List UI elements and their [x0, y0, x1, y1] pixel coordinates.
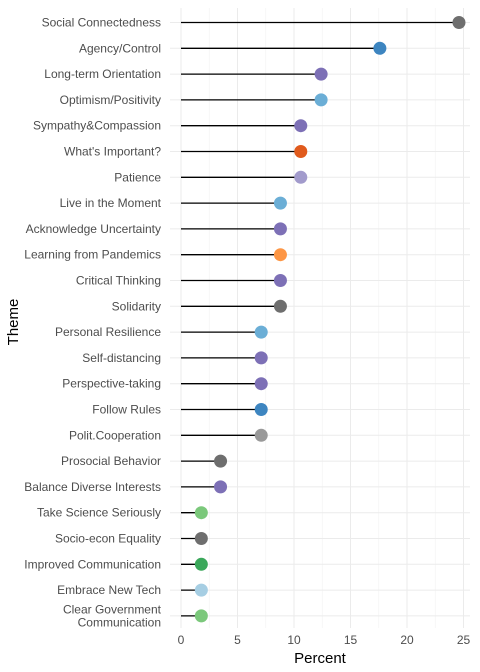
point-long-term-orientation: [314, 67, 328, 81]
point-socio-econ-equality: [194, 532, 208, 545]
y-tick-label-patience: Patience: [114, 170, 161, 184]
x-tick-label: 20: [400, 633, 414, 647]
x-tick-labels: 0 5 10 15 20 25: [178, 633, 471, 647]
y-tick-label-self-distancing: Self-distancing: [82, 351, 161, 365]
point-solidarity: [273, 299, 287, 313]
y-tick-label-embrace-new-tech: Embrace New Tech: [57, 583, 161, 597]
point-learning-from-pandemics: [273, 248, 287, 262]
y-tick-label-perspective-taking: Perspective-taking: [62, 377, 161, 391]
point-acknowledge-uncertainty: [273, 222, 287, 236]
x-axis-title: Percent: [294, 650, 347, 667]
y-tick-label-sympathy-compassion: Sympathy&Compassion: [33, 119, 161, 133]
y-tick-label-long-term-orientation: Long-term Orientation: [44, 67, 161, 81]
y-tick-label-line: Clear Government: [63, 602, 162, 616]
x-tick-label: 5: [234, 633, 241, 647]
y-tick-label-personal-resilience: Personal Resilience: [55, 325, 161, 339]
y-tick-label-take-science-seriously: Take Science Seriously: [37, 506, 161, 520]
point-optimism-positivity: [314, 93, 328, 107]
point-balance-diverse-interests: [214, 480, 228, 494]
y-tick-label-socio-econ-equality: Socio-econ Equality: [55, 532, 161, 546]
point-critical-thinking: [273, 274, 287, 287]
y-tick-label-critical-thinking: Critical Thinking: [76, 274, 161, 288]
y-axis-title: Theme: [5, 299, 22, 346]
point-personal-resilience: [254, 325, 268, 339]
x-tick-label: 25: [457, 633, 471, 647]
point-polit-cooperation: [254, 428, 268, 442]
y-tick-label-polit-cooperation: Polit.Cooperation: [69, 428, 161, 442]
y-tick-label-balance-diverse-interests: Balance Diverse Interests: [24, 480, 161, 494]
y-tick-label-live-in-the-moment: Live in the Moment: [60, 196, 162, 210]
point-sympathy-compassion: [294, 119, 308, 133]
y-tick-label-clear-government-communication: Clear Government Communication: [63, 602, 162, 629]
point-prosocial-behavior: [214, 454, 228, 468]
y-tick-label-optimism-positivity: Optimism/Positivity: [60, 93, 161, 107]
point-follow-rules: [254, 403, 268, 416]
point-live-in-the-moment: [273, 196, 287, 210]
point-take-science-seriously: [194, 506, 208, 520]
x-tick-label: 15: [344, 633, 358, 647]
x-tick-label: 0: [178, 633, 185, 647]
points: [194, 16, 466, 623]
point-social-connectedness: [452, 16, 466, 29]
point-self-distancing: [254, 351, 268, 365]
point-what-s-important: [294, 145, 308, 158]
point-perspective-taking: [254, 377, 268, 391]
y-tick-label-solidarity: Solidarity: [112, 299, 161, 313]
y-tick-labels: Social Connectedness Agency/Control Long-t…: [24, 16, 161, 630]
x-tick-label: 10: [287, 633, 301, 647]
y-tick-label-agency-control: Agency/Control: [79, 41, 161, 55]
point-agency-control: [373, 41, 387, 55]
point-clear-government-communication: [194, 609, 208, 623]
y-tick-label-acknowledge-uncertainty: Acknowledge Uncertainty: [26, 222, 161, 236]
y-tick-label-what-s-important: What's Important?: [64, 145, 161, 159]
point-patience: [294, 170, 308, 184]
y-tick-label-line: Communication: [78, 615, 161, 629]
y-tick-label-improved-communication: Improved Communication: [24, 557, 161, 571]
y-tick-label-learning-from-pandemics: Learning from Pandemics: [24, 248, 161, 262]
point-improved-communication: [194, 557, 208, 571]
point-embrace-new-tech: [194, 583, 208, 597]
stems: [181, 21, 459, 617]
y-tick-label-prosocial-behavior: Prosocial Behavior: [61, 454, 161, 468]
y-tick-label-follow-rules: Follow Rules: [92, 403, 161, 417]
y-tick-label-social-connectedness: Social Connectedness: [42, 16, 161, 30]
